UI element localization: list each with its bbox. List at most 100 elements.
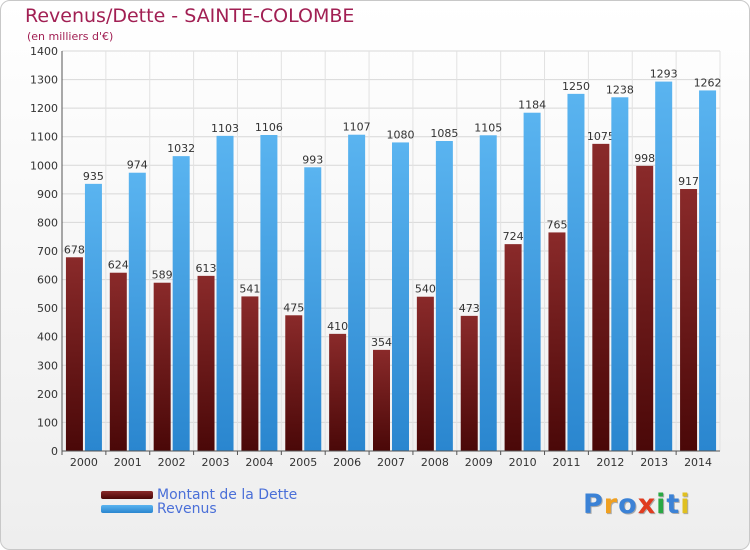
data-label-dette: 589 (152, 269, 173, 282)
y-tick-label: 100 (37, 416, 58, 429)
bar-dette (460, 315, 478, 451)
y-tick-label: 1000 (30, 159, 58, 172)
bar-revenus (479, 135, 497, 452)
x-tick-label: 2003 (202, 456, 230, 469)
data-label-dette: 678 (64, 243, 85, 256)
legend-swatch-revenus (101, 505, 153, 513)
bar-dette (109, 272, 127, 451)
y-tick-label: 900 (37, 188, 58, 201)
data-label-revenus: 974 (127, 159, 148, 172)
x-tick-label: 2013 (640, 456, 668, 469)
bar-revenus (392, 142, 409, 451)
logo-letter: r (603, 489, 619, 520)
data-label-revenus: 1085 (430, 127, 458, 140)
data-label-dette: 724 (503, 230, 524, 243)
bar-revenus (567, 93, 585, 451)
logo-letter: P (583, 489, 604, 520)
x-tick-label: 2001 (114, 456, 142, 469)
data-label-revenus: 993 (302, 153, 323, 166)
x-tick-label: 2010 (509, 456, 537, 469)
data-label-dette: 917 (678, 175, 699, 188)
bars: 678 935 624 974 589 1032 613 1103 541 1106 475 993 4… (64, 68, 722, 452)
y-tick-label: 1200 (30, 102, 58, 115)
data-label-revenus: 1107 (343, 121, 371, 134)
x-tick-label: 2004 (245, 456, 273, 469)
bar-revenus (699, 90, 717, 451)
legend-label-revenus: Revenus (157, 501, 217, 517)
bar-dette (153, 282, 171, 451)
logo-letter: t (666, 489, 681, 520)
logo-letter: o (618, 489, 638, 520)
x-tick-label: 2011 (552, 456, 580, 469)
bar-dette (285, 315, 303, 451)
x-axis: 2000 2001 2002 2003 2004 2005 2006 2007 2008 2009… (61, 450, 720, 469)
bar-revenus (655, 81, 673, 452)
x-tick-label: 2014 (684, 456, 712, 469)
bar-dette (504, 244, 522, 451)
y-tick-label: 600 (37, 274, 58, 287)
logo-letter: i (656, 489, 667, 520)
legend-item-dette: Montant de la Dette (101, 487, 297, 503)
y-tick-label: 300 (37, 359, 58, 372)
logo-letter: i (680, 489, 691, 520)
data-label-revenus: 1032 (167, 142, 195, 155)
data-label-dette: 410 (327, 320, 348, 333)
bar-revenus (348, 134, 366, 451)
bar-dette (680, 189, 698, 451)
data-label-revenus: 1103 (211, 122, 239, 135)
x-tick-label: 2000 (70, 456, 98, 469)
bar-revenus (304, 167, 322, 452)
bar-dette (197, 275, 215, 451)
chart-title: Revenus/Dette - SAINTE-COLOMBE (25, 5, 355, 27)
bar-dette (548, 232, 566, 451)
data-label-revenus: 1250 (562, 80, 590, 93)
bar-revenus (216, 135, 234, 451)
x-tick-label: 2012 (596, 456, 624, 469)
data-label-dette: 540 (415, 283, 436, 296)
data-label-dette: 473 (459, 302, 480, 315)
data-label-revenus: 935 (83, 170, 104, 183)
data-label-revenus: 1106 (255, 121, 283, 134)
bar-dette (416, 296, 434, 451)
bar-dette (329, 333, 347, 451)
y-tick-label: 400 (37, 331, 58, 344)
bar-revenus (84, 183, 102, 451)
bar-dette (65, 257, 83, 451)
bar-revenus (611, 97, 629, 452)
bar-dette (636, 165, 654, 451)
x-tick-label: 2006 (333, 456, 361, 469)
data-label-dette: 613 (196, 262, 217, 275)
x-tick-label: 2009 (465, 456, 493, 469)
x-tick-label: 2007 (377, 456, 405, 469)
y-tick-label: 1100 (30, 131, 58, 144)
bar-revenus (435, 141, 453, 451)
y-tick-label: 1400 (30, 45, 58, 58)
data-label-dette: 541 (239, 282, 260, 295)
data-label-revenus: 1238 (606, 83, 634, 96)
y-tick-label: 200 (37, 388, 58, 401)
data-label-revenus: 1105 (474, 121, 502, 134)
chart-subtitle: (en milliers d'€) (27, 30, 114, 43)
data-label-dette: 624 (108, 259, 129, 272)
data-label-dette: 1075 (587, 130, 615, 143)
legend-item-revenus: Revenus (101, 501, 217, 517)
x-tick-label: 2008 (421, 456, 449, 469)
data-label-dette: 998 (634, 152, 655, 165)
bar-revenus (523, 112, 541, 451)
bar-revenus (172, 156, 190, 451)
bar-revenus (260, 135, 278, 451)
data-label-revenus: 1080 (387, 128, 415, 141)
y-tick-label: 1300 (30, 74, 58, 87)
legend-swatch-dette (101, 491, 153, 499)
bar-dette (241, 296, 259, 451)
x-tick-label: 2005 (289, 456, 317, 469)
legend-label-dette: Montant de la Dette (157, 487, 298, 503)
bar-revenus (128, 172, 146, 451)
data-label-revenus: 1262 (694, 76, 722, 89)
y-tick-label: 700 (37, 245, 58, 258)
y-tick-label: 800 (37, 216, 58, 229)
y-tick-label: 500 (37, 302, 58, 315)
logo-letter: x (637, 489, 657, 520)
proxiti-logo: Proxiti (583, 489, 691, 520)
